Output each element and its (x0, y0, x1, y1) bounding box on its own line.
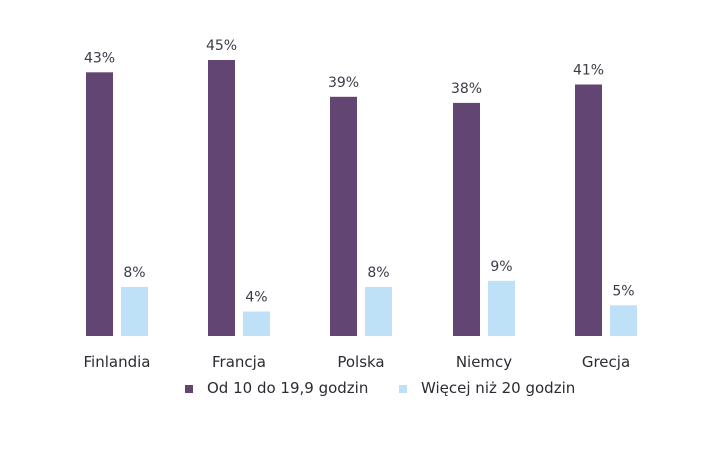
legend-label-series-1: Od 10 do 19,9 godzin (207, 379, 368, 397)
category-label-finlandia: Finlandia (84, 353, 151, 371)
bar-finlandia-series-2 (121, 286, 148, 336)
value-label-polska-series-2: 8% (367, 265, 389, 281)
value-label-finlandia-series-2: 8% (123, 265, 145, 281)
bar-polska-series-1 (330, 96, 357, 336)
legend-swatch-series-2 (399, 385, 407, 393)
legend-label-series-2: Więcej niż 20 godzin (421, 379, 575, 397)
value-label-finlandia-series-1: 43% (84, 50, 115, 66)
value-labels-group: 43% 8% 45% 4% 39% 8% 38% 9% 41% 5% (84, 38, 635, 306)
legend: Od 10 do 19,9 godzin Więcej niż 20 godzin (185, 379, 575, 397)
bar-grecja-series-2 (610, 305, 637, 336)
legend-swatch-series-1 (185, 385, 193, 393)
value-label-francja-series-1: 45% (206, 38, 237, 54)
bars-group (86, 60, 637, 337)
bar-finlandia-series-1 (86, 72, 113, 337)
category-labels-group: Finlandia Francja Polska Niemcy Grecja (84, 353, 631, 371)
category-label-grecja: Grecja (582, 353, 630, 371)
category-label-niemcy: Niemcy (456, 353, 512, 371)
category-label-francja: Francja (212, 353, 266, 371)
category-label-polska: Polska (337, 353, 384, 371)
bar-niemcy-series-2 (488, 280, 515, 336)
value-label-niemcy-series-1: 38% (451, 81, 482, 97)
value-label-niemcy-series-2: 9% (490, 259, 512, 275)
value-label-grecja-series-1: 41% (573, 63, 604, 79)
bar-grecja-series-1 (575, 84, 602, 336)
bar-francja-series-2 (243, 311, 270, 336)
value-label-francja-series-2: 4% (245, 290, 267, 306)
bar-francja-series-1 (208, 60, 235, 336)
value-label-grecja-series-2: 5% (612, 283, 634, 299)
bar-polska-series-2 (365, 286, 392, 336)
bar-niemcy-series-1 (453, 102, 480, 337)
value-label-polska-series-1: 39% (328, 75, 359, 91)
